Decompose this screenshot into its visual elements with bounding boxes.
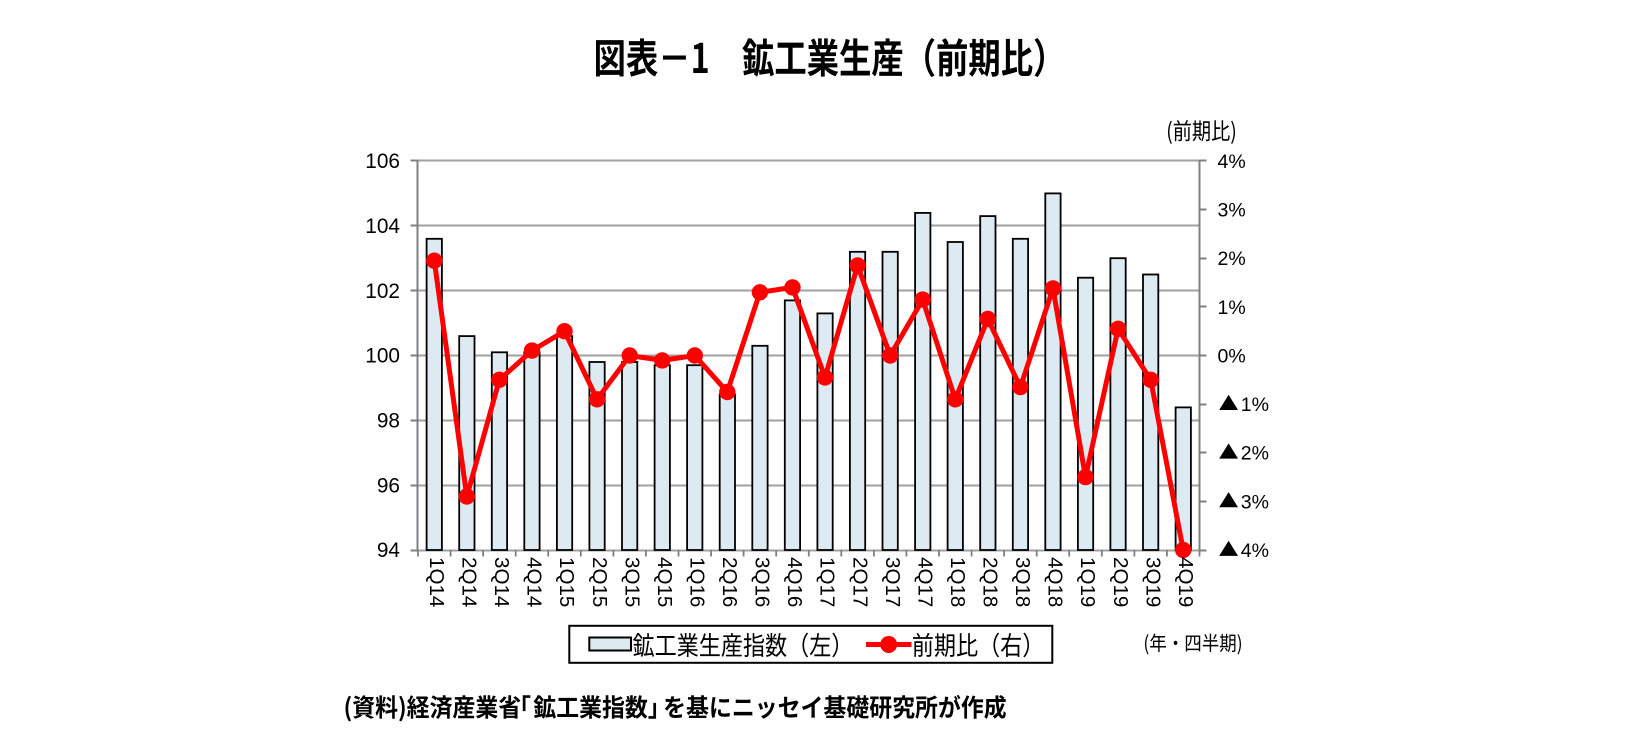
svg-text:2Q18: 2Q18: [979, 557, 1002, 607]
svg-text:106: 106: [365, 150, 400, 173]
svg-text:102: 102: [365, 280, 400, 303]
svg-text:3Q16: 3Q16: [751, 557, 774, 607]
svg-text:1%: 1%: [1241, 394, 1269, 416]
svg-text:3%: 3%: [1218, 200, 1246, 222]
svg-text:4%: 4%: [1218, 151, 1246, 173]
svg-text:3Q17: 3Q17: [881, 557, 904, 607]
svg-text:2%: 2%: [1218, 248, 1246, 270]
svg-text:2Q17: 2Q17: [848, 557, 871, 607]
svg-text:104: 104: [365, 215, 400, 238]
svg-text:1Q14: 1Q14: [425, 557, 448, 607]
svg-text:2Q19: 2Q19: [1109, 557, 1132, 607]
svg-text:94: 94: [377, 539, 400, 562]
svg-text:2Q15: 2Q15: [588, 557, 611, 607]
svg-text:4Q17: 4Q17: [913, 557, 936, 607]
svg-text:2%: 2%: [1241, 443, 1269, 465]
svg-text:4Q14: 4Q14: [523, 557, 546, 607]
svg-text:1Q16: 1Q16: [686, 557, 709, 607]
svg-text:96: 96: [377, 474, 400, 497]
svg-text:1Q18: 1Q18: [946, 557, 969, 607]
svg-text:1%: 1%: [1218, 297, 1246, 319]
svg-text:4%: 4%: [1241, 540, 1269, 562]
svg-text:3Q18: 3Q18: [1011, 557, 1034, 607]
svg-text:3Q19: 3Q19: [1141, 557, 1164, 607]
svg-text:3%: 3%: [1241, 491, 1269, 513]
svg-text:3Q15: 3Q15: [620, 557, 643, 607]
svg-text:1Q15: 1Q15: [555, 557, 578, 607]
svg-text:0%: 0%: [1218, 345, 1246, 367]
svg-text:3Q14: 3Q14: [490, 557, 513, 607]
svg-text:1Q17: 1Q17: [816, 557, 839, 607]
svg-text:2Q16: 2Q16: [718, 557, 741, 607]
svg-text:1Q19: 1Q19: [1076, 557, 1099, 607]
svg-text:4Q15: 4Q15: [653, 557, 676, 607]
svg-text:4Q16: 4Q16: [783, 557, 806, 607]
svg-text:100: 100: [365, 345, 400, 368]
svg-text:98: 98: [377, 410, 400, 433]
svg-text:4Q19: 4Q19: [1174, 557, 1197, 607]
svg-text:4Q18: 4Q18: [1044, 557, 1067, 607]
svg-text:2Q14: 2Q14: [458, 557, 481, 607]
